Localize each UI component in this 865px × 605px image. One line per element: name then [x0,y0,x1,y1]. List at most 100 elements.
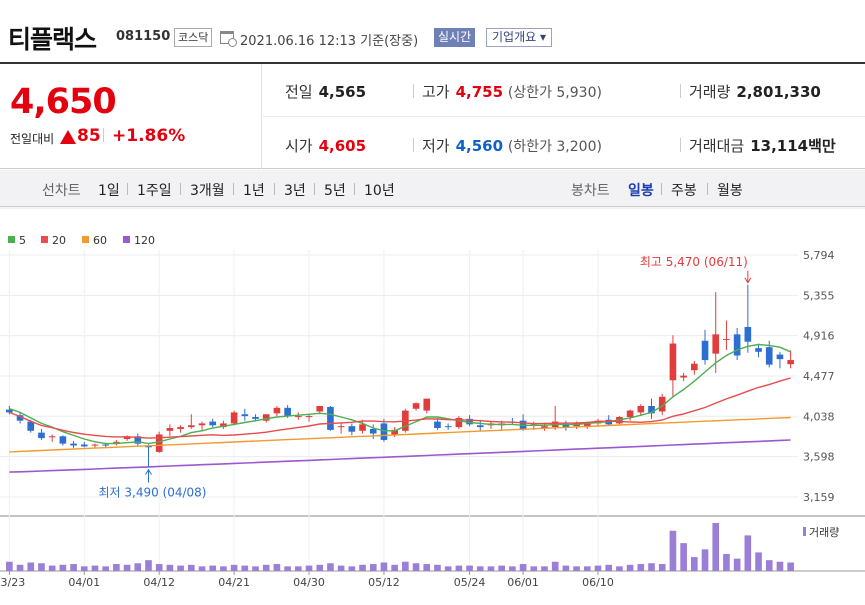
volume-bar [476,566,484,571]
period-3y[interactable]: 3년 [284,183,306,199]
high-price: 고가 4,755 (상한가 5,930) [422,81,602,102]
period-1w[interactable]: 1주일 [137,183,172,199]
candle-body [541,426,548,429]
company-overview-button[interactable]: 기업개요 ▾ [486,28,552,47]
candle-body [48,436,56,438]
volume-bar [787,562,794,571]
volume-bar [241,565,249,571]
x-tick-label: 05/12 [368,576,400,589]
volume-bar [541,566,548,571]
volume-bar [38,563,45,571]
volume-bar [594,565,602,571]
prev-close: 전일 4,565 [285,81,366,102]
candle-body [305,416,313,418]
candle-body [637,405,645,413]
current-price-box: 4,650 전일대비 85 +1.86% [0,64,262,169]
y-tick-label: 4,038 [803,410,835,423]
volume-bar [80,566,88,571]
candle-body [391,429,398,436]
y-tick-label: 4,916 [803,330,835,343]
ma120-line [9,439,791,473]
volume-bar [209,565,217,571]
volume-bar [59,564,67,571]
volume-bar [16,564,24,571]
volume-bar [444,566,452,571]
volume-bar [48,565,56,571]
candle-body [337,426,345,428]
volume-bar [348,566,356,571]
volume-bar [327,563,334,571]
volume-label: 거래량 [689,83,731,101]
x-tick-label: 04/01 [68,576,100,589]
period-5y[interactable]: 5년 [324,183,346,199]
up-triangle-icon [60,130,76,144]
candle-body [27,421,35,431]
candle-body [691,363,698,371]
realtime-button[interactable]: 실시간 [434,28,476,47]
candle-daily[interactable]: 일봉 [628,183,654,199]
candle-body [134,436,142,444]
candle-body [744,327,752,342]
divider [707,183,708,195]
volume-bar [509,566,516,571]
market-badge: 코스닥 [174,28,213,47]
divider [680,84,681,98]
volume-bar [273,564,281,571]
candle-monthly[interactable]: 월봉 [717,183,743,199]
volume-bar [220,566,227,571]
period-10y[interactable]: 10년 [364,183,395,199]
volume-bar [680,543,687,571]
divider [127,183,128,195]
open-value: 4,605 [318,137,367,155]
volume-bar [316,564,324,571]
volume-bar [487,566,495,571]
lower-limit: (하한가 3,200) [507,139,602,155]
candle-body [369,428,377,434]
volume-bar [669,530,677,571]
legend-label: 120 [134,234,155,247]
volume-bar [551,561,559,571]
volume-bar [177,565,184,571]
high-annotation: 최고 5,470 (06/11) [640,255,748,269]
volume-legend-label: 거래량 [809,526,839,539]
volume-bar [616,566,623,571]
candle-weekly[interactable]: 주봉 [671,183,697,199]
candle-body [434,421,441,429]
candle-body [476,425,484,428]
candle-body [262,414,270,421]
x-tick-label: 04/21 [218,576,250,589]
period-1y[interactable]: 1년 [243,183,265,199]
candle-body [787,360,794,365]
volume-bar [701,549,709,571]
candle-body [177,427,184,429]
volume-bar [198,566,206,571]
volume-bar [434,564,441,571]
volume-bar [134,563,142,571]
divider [680,138,681,152]
candle-body [209,421,217,426]
change-label: 전일대비 [10,132,55,146]
divider [180,183,181,195]
y-tick-label: 5,794 [803,249,835,262]
x-tick-label: 05/24 [454,576,486,589]
candle-body [273,407,281,414]
candle-body [220,423,227,428]
period-1d[interactable]: 1일 [98,183,120,199]
volume-bar [262,564,270,571]
trade-amount: 거래대금 13,114백만 [689,135,836,156]
low-value: 4,560 [455,137,504,155]
candle-body [6,409,13,413]
divider [103,128,104,142]
legend-swatch [82,236,89,243]
y-tick-label: 5,355 [803,289,835,302]
divider [263,116,865,117]
volume-bar [776,561,784,571]
prev-close-value: 4,565 [318,83,367,101]
x-tick-label: 04/12 [143,576,175,589]
candle-body [380,423,388,440]
period-3m[interactable]: 3개월 [190,183,225,199]
candle-body [241,414,249,417]
candle-body [91,444,99,446]
volume-bar [113,564,120,571]
volume-bar [70,564,77,571]
